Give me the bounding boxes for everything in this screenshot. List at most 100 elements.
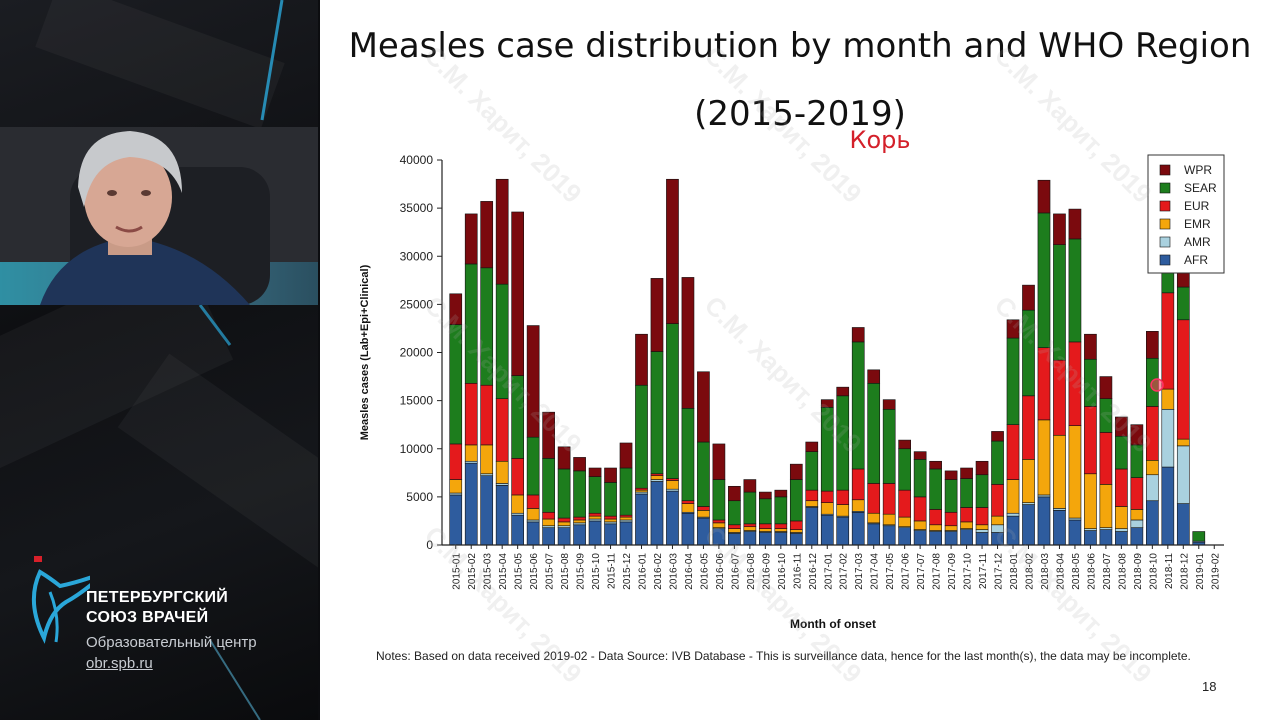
bar-segment-emr <box>480 444 494 475</box>
bar-segment-afr <box>774 532 788 546</box>
organization-name: ПЕТЕРБУРГСКИЙ СОЮЗ ВРАЧЕЙ <box>86 588 228 628</box>
bar-segment-afr <box>728 533 741 546</box>
bar-segment-eur <box>991 484 1004 517</box>
x-tick-label: 2015-10 <box>591 553 602 590</box>
presenter-video <box>0 127 318 305</box>
bar-segment-emr <box>867 512 881 524</box>
legend-label-emr: EMR <box>1184 217 1211 231</box>
bar-segment-amr <box>975 529 989 533</box>
bar-segment-wpr <box>1006 319 1020 339</box>
x-tick-label: 2015-09 <box>576 553 587 590</box>
bar-segment-sear <box>619 467 633 516</box>
bar-segment-afr <box>511 514 524 546</box>
y-tick-label: 35000 <box>400 201 434 215</box>
bar-segment-wpr <box>960 467 973 479</box>
bar-segment-sear <box>1053 244 1066 361</box>
measles-stacked-bar-chart: 0 5000 10000 15000 20000 25000 30000 35000 40000… <box>359 153 1225 631</box>
bar-segment-wpr <box>898 439 911 450</box>
bar-segment-emr <box>1006 479 1020 514</box>
bar-segment-eur <box>1146 406 1159 461</box>
bar-segment-eur <box>867 483 881 514</box>
bar-segment-sear <box>697 441 710 507</box>
bar-segment-sear <box>557 468 571 519</box>
winged-figure-icon <box>31 556 90 644</box>
bar-segment-eur <box>898 489 911 518</box>
bar-segment-sear <box>991 440 1004 485</box>
bar-segment-wpr <box>1099 376 1113 400</box>
bar-segment-wpr <box>805 441 819 452</box>
bar-segment-wpr <box>464 213 478 265</box>
bar-segment-emr <box>805 500 819 507</box>
x-tick-label: 2016-10 <box>777 553 788 590</box>
x-tick-label: 2018-07 <box>1102 553 1113 590</box>
bar-segment-eur <box>542 511 555 520</box>
bar-segment-afr <box>991 532 1004 546</box>
bar-segment-eur <box>913 496 927 522</box>
bar-segment-eur <box>929 509 942 526</box>
bar-segment-sear <box>913 459 927 498</box>
bar-segment-afr <box>867 523 881 546</box>
bar-segment-wpr <box>573 457 586 472</box>
bar-segment-sear <box>1130 444 1144 478</box>
bar-segment-afr <box>619 521 633 546</box>
bar-segment-emr <box>898 516 911 528</box>
bar-segment-sear <box>1068 238 1082 343</box>
legend-swatch-afr <box>1159 254 1171 266</box>
slide-title: Measles case distribution by month and W… <box>348 26 1252 134</box>
bar-segment-wpr <box>697 371 710 443</box>
bar-segment-emr <box>789 529 803 533</box>
bar-segment-sear <box>495 283 509 400</box>
bar-segment-amr <box>991 524 1004 533</box>
bar-segment-afr <box>495 485 509 546</box>
bar-segment-afr <box>1068 519 1082 546</box>
light-streaks <box>198 0 284 720</box>
bar-segment-wpr <box>728 485 741 502</box>
x-tick-label: 2016-11 <box>792 553 803 589</box>
x-tick-label: 2016-09 <box>761 553 772 590</box>
bar-segment-wpr <box>929 460 942 470</box>
bar-segment-eur <box>1161 292 1175 390</box>
bar-segment-eur <box>743 523 757 528</box>
bar-segment-wpr <box>681 277 695 409</box>
bar-segment-amr <box>1006 512 1020 517</box>
x-tick-label: 2016-12 <box>808 553 819 590</box>
bar-segment-afr <box>604 523 617 546</box>
bar-segment-sear <box>789 479 803 522</box>
y-tick-label: 40000 <box>400 153 434 167</box>
y-tick-label: 20000 <box>400 346 434 360</box>
bar-segment-emr <box>588 515 602 520</box>
bar-segment-afr <box>1099 529 1113 546</box>
bar-segment-wpr <box>557 446 571 470</box>
x-tick-label: 2017-11 <box>978 553 989 589</box>
bar-segment-wpr <box>789 463 803 480</box>
bar-segment-sear <box>1192 531 1206 542</box>
organization-link[interactable]: obr.spb.ru <box>86 655 153 672</box>
bar-segment-eur <box>604 515 617 520</box>
bar-segment-amr <box>1146 474 1159 502</box>
x-tick-label: 2018-05 <box>1071 553 1082 590</box>
bar-segment-sear <box>464 263 478 384</box>
y-tick-label: 10000 <box>400 442 434 456</box>
bar-segment-afr <box>712 528 726 546</box>
bar-segment-emr <box>991 515 1004 526</box>
bar-segment-wpr <box>759 491 772 500</box>
x-tick-label: 2017-12 <box>994 553 1005 590</box>
x-tick-label: 2016-05 <box>699 553 710 590</box>
bar-segment-afr <box>557 527 571 546</box>
bar-segment-afr <box>882 525 896 546</box>
bar-segment-emr <box>743 526 757 531</box>
bar-segment-afr <box>789 533 803 546</box>
bar-segment-emr <box>944 525 958 531</box>
bar-segment-afr <box>650 481 664 546</box>
bar-segment-afr <box>1053 510 1066 546</box>
bar-segment-emr <box>464 444 478 462</box>
x-tick-label: 2016-08 <box>746 553 757 590</box>
bar-segment-afr <box>542 527 555 546</box>
bar-segment-afr <box>1146 500 1159 546</box>
bar-segment-sear <box>1115 435 1128 470</box>
bar-segment-emr <box>1130 509 1144 521</box>
y-axis-label: Measles cases (Lab+Epi+Clinical) <box>359 264 371 440</box>
x-tick-label: 2015-02 <box>467 553 478 590</box>
bar-segment-eur <box>1006 424 1020 480</box>
bar-segment-wpr <box>1130 424 1144 446</box>
